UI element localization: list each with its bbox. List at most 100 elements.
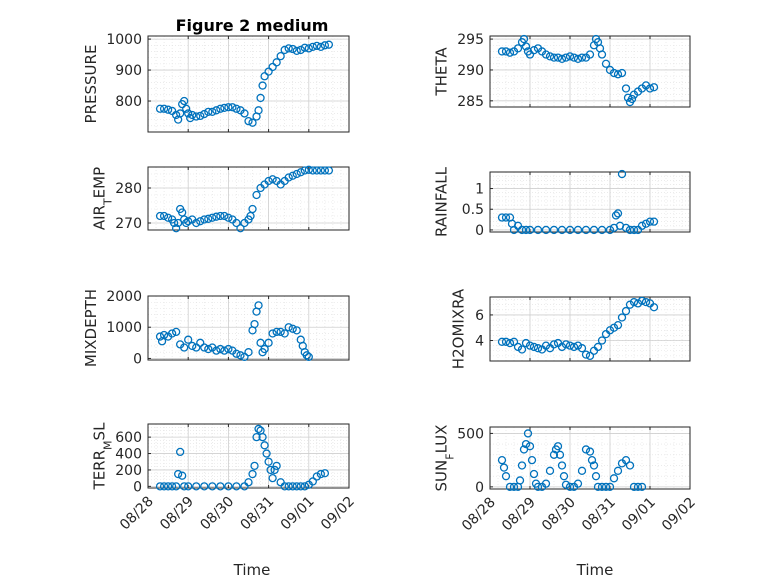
y-tick-label: 285 xyxy=(457,94,484,110)
data-point xyxy=(501,337,511,346)
y-tick-label: 270 xyxy=(115,216,142,232)
data-point xyxy=(196,111,205,121)
data-point xyxy=(501,472,511,481)
data-point xyxy=(232,104,241,113)
data-point xyxy=(163,105,173,114)
data-point xyxy=(589,461,599,470)
data-point xyxy=(220,346,229,355)
data-point xyxy=(557,54,567,63)
data-point xyxy=(521,42,531,51)
data-point xyxy=(200,343,209,352)
data-point xyxy=(637,296,647,305)
data-point xyxy=(549,53,559,62)
data-point xyxy=(254,301,263,310)
data-point xyxy=(501,47,511,56)
data-point xyxy=(256,93,265,103)
data-point xyxy=(509,482,519,492)
data-point xyxy=(497,337,507,346)
data-point xyxy=(240,352,249,362)
data-point xyxy=(611,211,621,220)
data-point xyxy=(272,58,281,67)
axes-box xyxy=(147,423,350,489)
data-point xyxy=(627,94,637,104)
data-point xyxy=(224,103,233,112)
data-point xyxy=(577,466,587,475)
data-point xyxy=(593,342,603,352)
data-point xyxy=(171,327,181,337)
data-point xyxy=(296,482,305,491)
data-point xyxy=(505,482,515,492)
data-point xyxy=(581,350,591,359)
x-tick-label: 08/28 xyxy=(117,494,157,534)
data-point xyxy=(633,482,643,492)
data-point xyxy=(565,225,575,235)
data-point xyxy=(609,474,619,483)
data-point xyxy=(280,482,289,491)
data-point xyxy=(581,445,591,454)
y-tick-label: 800 xyxy=(115,94,142,110)
data-point xyxy=(529,46,539,55)
subplot-row4-right: 0 500 08/28 08/29 08/30 08/31 09/01 09/02 SUNFLU… xyxy=(433,425,699,535)
data-point xyxy=(549,450,559,459)
data-point xyxy=(258,81,267,90)
data-point xyxy=(216,482,225,491)
data-point xyxy=(182,218,191,228)
data-point xyxy=(182,104,191,113)
y-axis-label: H2OMIXRA xyxy=(450,288,468,369)
data-point xyxy=(292,169,301,179)
data-point xyxy=(212,212,221,221)
data-point xyxy=(541,479,551,488)
data-point xyxy=(228,103,237,112)
data-point xyxy=(533,225,543,235)
data-point xyxy=(609,68,619,78)
data-point xyxy=(649,83,659,92)
data-point xyxy=(613,321,623,330)
data-point xyxy=(196,217,205,226)
data-point xyxy=(176,109,185,118)
y-tick-label: 280 xyxy=(115,181,142,197)
data-point xyxy=(173,469,183,479)
data-point xyxy=(167,482,177,491)
data-point xyxy=(178,471,187,480)
data-point xyxy=(573,225,583,235)
data-point xyxy=(272,327,281,337)
y-axis-label-subscript: F xyxy=(443,453,456,459)
axes-box xyxy=(147,35,350,133)
data-point xyxy=(244,348,253,357)
data-point xyxy=(316,166,326,175)
data-point xyxy=(216,211,225,221)
y-tick-label: 290 xyxy=(457,63,484,79)
data-point xyxy=(509,337,519,346)
data-point xyxy=(517,461,527,470)
data-point xyxy=(155,211,165,221)
data-point xyxy=(163,213,173,222)
y-tick-label: 0.5 xyxy=(462,202,484,218)
data-point xyxy=(561,53,571,62)
data-point xyxy=(517,225,527,235)
data-point xyxy=(621,455,631,465)
data-point xyxy=(320,166,330,175)
data-point xyxy=(204,344,213,354)
y-tick-label: 0 xyxy=(133,351,142,367)
data-point xyxy=(159,211,169,221)
data-point xyxy=(519,34,529,44)
data-point xyxy=(180,482,189,491)
data-point xyxy=(497,47,507,56)
data-point xyxy=(254,106,263,115)
y-axis-label: MIXDEPTH xyxy=(82,289,100,367)
data-point xyxy=(324,40,334,49)
subplot-row2-right: 0 0.5 1 RAINFALL xyxy=(433,166,691,239)
data-point xyxy=(569,342,579,352)
axes-box xyxy=(489,296,691,362)
data-point xyxy=(565,52,575,61)
x-tick-label: 08/30 xyxy=(197,494,237,534)
y-axis-label-part: LUX xyxy=(433,425,451,454)
data-point xyxy=(312,472,321,481)
x-tick-label: 09/02 xyxy=(659,495,699,535)
data-point xyxy=(155,104,165,113)
data-point xyxy=(159,104,169,113)
data-point xyxy=(541,50,551,59)
data-point xyxy=(513,44,523,53)
axes-box xyxy=(489,426,691,490)
